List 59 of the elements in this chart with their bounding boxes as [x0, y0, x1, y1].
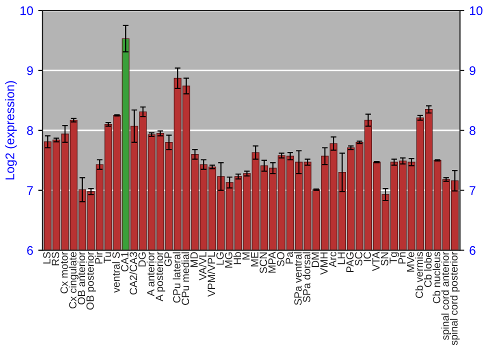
y-tick-label: 8: [27, 126, 33, 136]
x-tick-label: MG: [225, 252, 232, 268]
x-tick-label: MPA: [268, 252, 276, 273]
x-tick-label: A posterior: [155, 252, 166, 302]
y2-tick-label: 6: [470, 246, 476, 255]
x-tick-label: SCN: [260, 252, 268, 274]
x-tick-label: LS: [43, 252, 50, 264]
x-tick-label: OB posterior: [86, 252, 96, 310]
x-tick-label: MVe: [407, 252, 414, 272]
x-tick-label: CA1: [121, 252, 128, 272]
x-tick-label: CPu lateral: [172, 252, 180, 303]
x-tick-label: A anterior: [146, 252, 154, 296]
x-tick-label: LG: [216, 252, 224, 265]
x-tick-label: M: [242, 252, 250, 260]
x-tick-label: VMH: [320, 252, 328, 275]
x-tick-label: CPu medial: [181, 252, 190, 305]
x-tick-label: SPa dorsal: [302, 252, 310, 302]
x-tick-label: DM: [312, 252, 319, 267]
x-tick-label: SC: [354, 252, 362, 266]
y2-tick-label: 7: [470, 186, 476, 195]
y-tick-label: 7: [27, 186, 33, 195]
x-tick-label: Cb lobe: [424, 252, 432, 288]
x-tick-label: Cx motor: [60, 252, 68, 294]
x-tick-label: Tg: [390, 252, 400, 264]
x-tick-label: Pa: [286, 252, 294, 264]
x-tick-label: PAG: [346, 252, 354, 272]
x-tick-label: Pn: [398, 252, 406, 264]
x-tick-label: SO: [276, 252, 284, 266]
x-tick-label: Hb: [233, 252, 242, 264]
x-tick-label: Cb nucleus: [432, 252, 440, 304]
x-tick-label: OB anterior: [77, 252, 86, 304]
x-tick-label: SPa ventral: [294, 252, 302, 306]
x-tick-label: RS: [52, 252, 60, 266]
y2-tick-label: 8: [470, 126, 476, 136]
x-tick-label: MD: [190, 252, 198, 267]
x-tick-label: CA2/CA3: [129, 252, 138, 295]
x-tick-label: VA/VL: [198, 252, 206, 280]
x-tick-label: ventral S: [112, 252, 120, 293]
y-tick-label: 9: [27, 66, 33, 76]
x-tick-label: Tu: [104, 252, 112, 264]
y2-tick-label: 9: [470, 66, 476, 76]
x-tick-label: Cx cingulate: [68, 252, 79, 308]
y-tick-label: 10: [20, 6, 33, 16]
y-axis-title: Log2 (expression): [5, 81, 17, 180]
x-tick-label: SN: [380, 252, 388, 266]
x-tick-label: VPM/VPL: [207, 252, 216, 297]
x-tick-label: IC: [364, 252, 371, 262]
y2-tick-label: 10: [470, 6, 482, 16]
x-tick-label: spinal cord posterior: [450, 252, 460, 346]
x-tick-label: spinal cord anterior: [441, 252, 451, 340]
x-tick-label: Cb vermis: [415, 252, 423, 298]
x-tick-label: VTA: [372, 252, 380, 272]
x-tick-label: ME: [251, 252, 258, 266]
x-tick-label: LH: [338, 252, 345, 264]
x-tick-label: Pir: [94, 252, 102, 264]
x-tick-label: GP: [164, 252, 172, 266]
y-tick-label: 6: [27, 246, 33, 255]
x-tick-label: Arc: [329, 252, 336, 268]
x-tick-label: DG: [138, 252, 146, 266]
